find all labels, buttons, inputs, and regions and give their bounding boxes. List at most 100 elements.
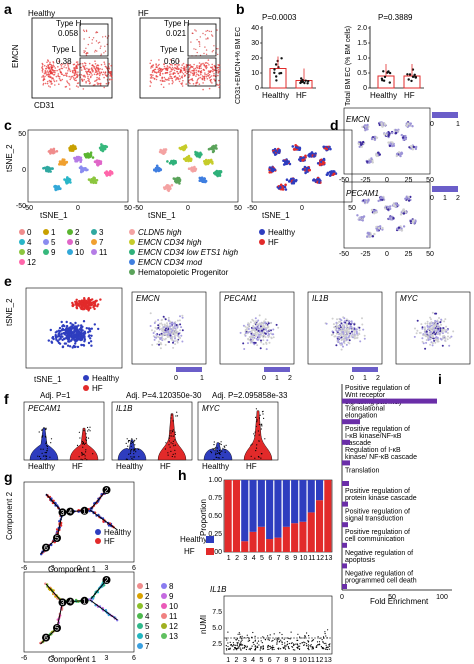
feature-cell (445, 330, 448, 333)
feature-cell (173, 325, 176, 327)
feature-cell (387, 134, 390, 137)
facs-event (86, 67, 88, 70)
cluster-label: 9 (169, 592, 174, 601)
healthy-cell (80, 335, 84, 339)
tsne-cell (170, 183, 174, 187)
x-tick-label: -6 (21, 655, 27, 662)
facs-event (156, 75, 159, 78)
facs-event (88, 70, 90, 73)
y-tick-label: 0.00 (208, 549, 222, 556)
data-dot (383, 75, 387, 79)
feature-cell (431, 336, 434, 338)
facs-event (195, 48, 197, 51)
scale-label: 0 (430, 195, 434, 202)
feature-cell (180, 326, 183, 329)
feature-cell (364, 128, 367, 132)
data-dot (407, 78, 410, 81)
feature-cell (167, 316, 170, 319)
violin-point (168, 437, 170, 439)
umi-point (240, 642, 242, 644)
feature-cell (257, 319, 260, 322)
umi-point (239, 643, 241, 646)
violin-point (86, 459, 88, 461)
facs-event (68, 84, 71, 86)
feature-cell (246, 332, 249, 335)
umi-point (253, 643, 255, 646)
healthy-cell (73, 345, 77, 349)
tsne-frame (137, 129, 239, 203)
violin-point (78, 456, 80, 458)
cluster-swatch (137, 593, 143, 599)
feature-cell (434, 319, 437, 322)
tsne-cell (273, 168, 277, 171)
feature-cell (339, 326, 342, 329)
violin-point (219, 443, 221, 445)
violin-point (79, 437, 81, 439)
facs-event (159, 74, 161, 76)
violin-point (174, 456, 176, 458)
y-tick-label: -50 (16, 203, 26, 210)
violin-point (81, 452, 83, 454)
facs-event (81, 62, 84, 65)
umi-point (284, 644, 286, 646)
tsne-cell (268, 171, 272, 174)
feature-cell (356, 334, 359, 337)
facs-event (184, 67, 186, 69)
feature-cell (424, 347, 427, 350)
hf-cell (71, 304, 75, 308)
feature-cell (441, 344, 444, 347)
umi-point (259, 649, 261, 651)
feature-cell (174, 343, 177, 346)
feature-cell (257, 327, 260, 330)
violin-point (43, 427, 45, 429)
tsne-cell (172, 177, 176, 180)
scale-label: 2 (456, 195, 460, 202)
legend-label: HF (104, 537, 115, 546)
facs-event (200, 67, 202, 70)
x-tick-label: 10 (300, 555, 308, 562)
feature-cell (277, 326, 280, 329)
feature-cell (362, 140, 365, 144)
bar-healthy (291, 480, 299, 524)
facs-event (103, 86, 105, 89)
feature-cell (267, 332, 270, 335)
facs-event (97, 64, 100, 67)
hf-cell (87, 298, 90, 301)
feature-cell (429, 331, 432, 333)
facs-event (157, 68, 159, 70)
healthy-cell (79, 331, 82, 334)
violin-point (85, 449, 87, 451)
facs-event (169, 71, 171, 73)
tsne-cell (299, 159, 303, 162)
umi-point (225, 645, 227, 647)
umi-point (252, 641, 254, 643)
umi-point (323, 637, 325, 639)
feature-cell (175, 324, 178, 326)
feature-cell (383, 123, 387, 127)
healthy-cell (64, 329, 68, 332)
feature-cell (426, 320, 429, 323)
g-ylabel: Component 2 (5, 491, 14, 540)
facs-event (196, 39, 198, 41)
umi-point (251, 645, 253, 647)
facs-event (91, 67, 93, 69)
facs-event (94, 60, 96, 62)
facs-event (161, 68, 164, 71)
facs-event (87, 75, 89, 78)
feature-cell (275, 323, 278, 326)
umi-point (286, 637, 288, 639)
feature-cell (260, 326, 263, 329)
facs-event (190, 78, 192, 81)
healthy-cell (62, 331, 65, 335)
b-left-ylabel: CD31+EMCN+% BM EC (235, 27, 242, 104)
facs-event (98, 41, 101, 43)
scale-label: 2 (288, 375, 292, 382)
umi-point (240, 649, 242, 651)
feature-cell (154, 320, 157, 323)
feature-cell (351, 328, 354, 331)
violin-point (133, 453, 135, 455)
feature-cell (256, 323, 258, 326)
